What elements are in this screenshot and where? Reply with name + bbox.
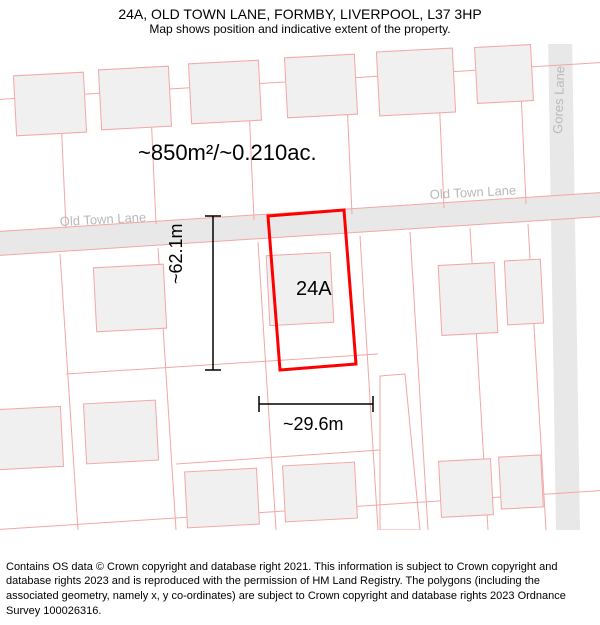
page-subtitle: Map shows position and indicative extent… [0,22,600,36]
building [13,72,86,136]
page: 24A, OLD TOWN LANE, FORMBY, LIVERPOOL, L… [0,0,600,625]
building [376,48,455,116]
height-dim-label: ~62.1m [166,223,187,284]
building [475,45,534,104]
page-title: 24A, OLD TOWN LANE, FORMBY, LIVERPOOL, L… [0,6,600,22]
building [504,259,543,325]
building [438,263,498,336]
plot-label: 24A [296,278,332,301]
header: 24A, OLD TOWN LANE, FORMBY, LIVERPOOL, L… [0,0,600,36]
area-label: ~850m²/~0.210ac. [138,140,317,166]
building [284,54,357,118]
building [185,468,260,528]
building [439,459,494,518]
building [188,60,261,124]
building [98,66,171,130]
width-dim-label: ~29.6m [283,414,344,435]
building [499,455,544,509]
building [93,264,166,332]
minor-road [380,374,420,530]
building [0,406,64,470]
building [83,400,158,464]
building [283,462,358,522]
copyright-text: Contains OS data © Crown copyright and d… [6,560,594,619]
map-canvas: Old Town Lane Old Town Lane Gores Lane ~… [0,44,600,530]
road-label-goreslane: Gores Lane [550,66,567,134]
